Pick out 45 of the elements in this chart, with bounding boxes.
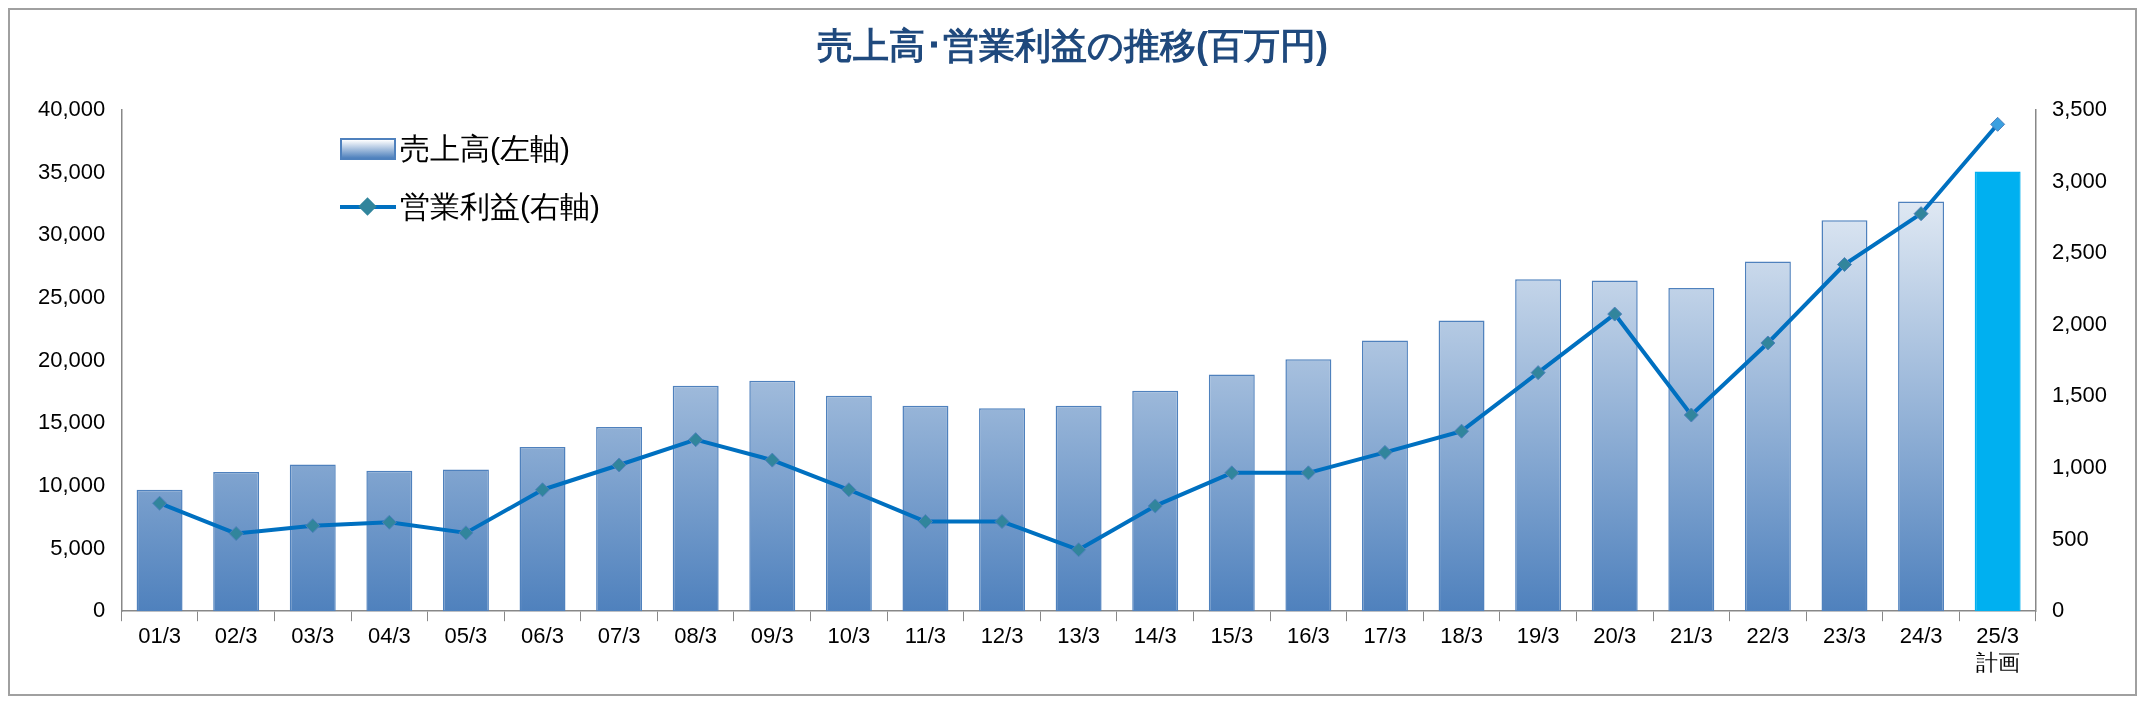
- y2-tick-label: 1,500: [2051, 382, 2108, 408]
- y-tick-label: 20,000: [37, 346, 106, 372]
- chart-title: 売上高･営業利益の推移(百万円): [816, 24, 1329, 68]
- y2-tick-label: 3,500: [2051, 96, 2108, 122]
- y-tick-label: 35,000: [37, 158, 106, 184]
- x-tick-label: 14/3: [1133, 623, 1177, 649]
- y-tick-label: 10,000: [37, 471, 106, 497]
- x-tick-label: 10/3: [827, 623, 871, 649]
- x-tick-label: 07/3: [597, 623, 641, 649]
- x-tick-label: 21/3: [1669, 623, 1713, 649]
- y2-tick-label: 1,000: [2051, 454, 2108, 480]
- legend-label: 営業利益(右軸): [400, 188, 600, 225]
- y-tick-label: 30,000: [37, 221, 106, 247]
- x-tick-label: 19/3: [1516, 623, 1560, 649]
- x-tick-label: 11/3: [904, 623, 947, 649]
- y2-tick-label: 2,000: [2051, 310, 2108, 336]
- x-tick-label: 22/3: [1746, 623, 1790, 649]
- x-tick-label: 08/3: [674, 623, 718, 649]
- x-tick-label: 09/3: [750, 623, 794, 649]
- x-tick-label: 06/3: [521, 623, 564, 649]
- x-tick-label: 23/3: [1823, 623, 1866, 649]
- x-tick-label: 05/3: [444, 623, 488, 649]
- y2-tick-label: 2,500: [2051, 239, 2108, 265]
- x-tick-label: 04/3: [367, 623, 411, 649]
- x-tick-label: 18/3: [1440, 623, 1483, 649]
- x-tick-label: 16/3: [1286, 623, 1330, 649]
- x-tick-label: 24/3: [1899, 623, 1943, 649]
- legend-label: 売上高(左軸): [400, 130, 570, 167]
- y-tick-label: 40,000: [37, 96, 106, 122]
- y2-tick-label: 0: [2051, 597, 2065, 623]
- y2-tick-label: 500: [2051, 525, 2089, 551]
- y-tick-label: 25,000: [37, 284, 106, 310]
- x-tick-label: 17/3: [1363, 623, 1407, 649]
- x-tick-label: 02/3: [214, 623, 258, 649]
- y-tick-label: 15,000: [37, 409, 106, 435]
- x-tick-label: 12/3: [980, 623, 1024, 649]
- x-tick-label: 13/3: [1057, 623, 1101, 649]
- y-tick-label: 0: [93, 597, 106, 623]
- y-tick-label: 5,000: [50, 534, 106, 560]
- x-tick-label: 20/3: [1593, 623, 1637, 649]
- x-tick-label: 03/3: [291, 623, 335, 649]
- x-tick-label: 01/3: [138, 623, 181, 649]
- x-tick-label: 25/3 計画: [1975, 623, 2020, 675]
- x-tick-label: 15/3: [1210, 623, 1254, 649]
- y2-tick-label: 3,000: [2051, 167, 2108, 193]
